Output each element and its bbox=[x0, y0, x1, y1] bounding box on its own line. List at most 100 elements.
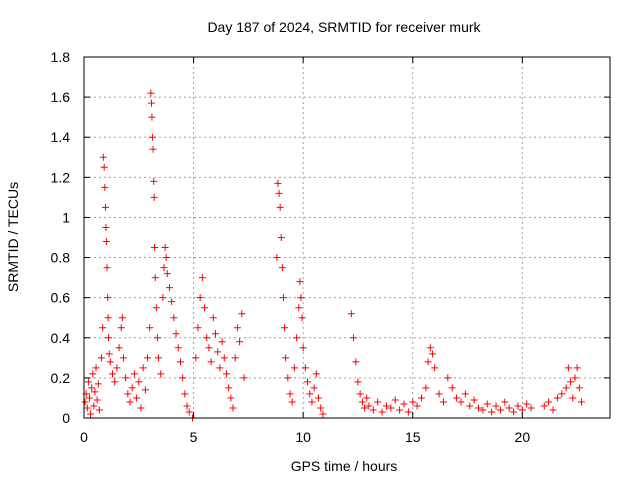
data-point bbox=[155, 354, 163, 362]
data-point bbox=[172, 330, 180, 338]
data-point bbox=[298, 314, 306, 322]
data-point bbox=[122, 374, 130, 382]
data-point bbox=[201, 304, 209, 312]
data-point bbox=[89, 370, 97, 378]
data-point bbox=[119, 354, 127, 362]
data-point bbox=[91, 388, 99, 396]
data-point bbox=[148, 113, 156, 121]
data-point bbox=[104, 294, 112, 302]
data-point bbox=[352, 358, 360, 366]
chart-title: Day 187 of 2024, SRMTID for receiver mur… bbox=[207, 19, 481, 35]
data-point bbox=[297, 294, 305, 302]
data-point bbox=[105, 350, 113, 358]
data-point bbox=[549, 406, 557, 414]
data-point bbox=[144, 354, 152, 362]
data-point bbox=[205, 344, 213, 352]
x-axis-label: GPS time / hours bbox=[291, 458, 398, 474]
data-point bbox=[387, 404, 395, 412]
data-point bbox=[317, 404, 325, 412]
data-point bbox=[564, 364, 572, 372]
data-point bbox=[159, 294, 167, 302]
data-point bbox=[103, 264, 111, 272]
data-point bbox=[99, 153, 107, 161]
data-point bbox=[306, 390, 314, 398]
data-point bbox=[361, 404, 369, 412]
data-point bbox=[319, 410, 327, 418]
data-point bbox=[220, 354, 228, 362]
data-point bbox=[400, 400, 408, 408]
data-point bbox=[152, 304, 160, 312]
data-point bbox=[115, 344, 123, 352]
data-point bbox=[461, 390, 469, 398]
data-point bbox=[424, 358, 432, 366]
data-point bbox=[87, 410, 95, 418]
data-point bbox=[106, 358, 114, 366]
y-tick-label: 0 bbox=[62, 410, 70, 426]
data-point bbox=[301, 364, 309, 372]
data-point bbox=[157, 370, 165, 378]
data-point bbox=[347, 310, 355, 318]
data-point bbox=[358, 398, 366, 406]
data-point bbox=[277, 234, 285, 241]
data-point bbox=[466, 402, 474, 410]
data-point bbox=[290, 364, 298, 372]
data-point bbox=[146, 324, 154, 332]
data-point bbox=[279, 294, 287, 302]
data-point bbox=[104, 314, 112, 322]
data-point bbox=[470, 396, 478, 404]
data-point bbox=[396, 406, 404, 414]
data-point bbox=[98, 354, 106, 362]
data-point bbox=[183, 402, 191, 410]
data-point bbox=[179, 374, 187, 382]
data-point bbox=[363, 394, 371, 402]
data-point bbox=[81, 398, 89, 406]
data-point bbox=[310, 384, 318, 392]
data-point bbox=[448, 384, 456, 392]
data-point bbox=[571, 374, 579, 382]
y-tick-label: 0.8 bbox=[51, 250, 71, 266]
data-point bbox=[475, 404, 482, 412]
data-point bbox=[133, 394, 141, 402]
data-point bbox=[479, 406, 487, 414]
data-point bbox=[92, 364, 100, 372]
data-point bbox=[278, 264, 286, 272]
data-point bbox=[185, 408, 193, 416]
data-point bbox=[404, 408, 412, 416]
data-point bbox=[194, 324, 202, 332]
y-tick-label: 0.2 bbox=[51, 370, 71, 386]
data-point bbox=[275, 189, 283, 197]
data-point bbox=[540, 402, 548, 410]
data-point bbox=[545, 398, 553, 406]
plot-frame bbox=[83, 56, 611, 419]
data-point bbox=[558, 390, 566, 398]
data-point bbox=[170, 314, 178, 322]
data-point bbox=[192, 354, 200, 362]
data-point bbox=[274, 179, 282, 187]
data-point bbox=[527, 404, 535, 412]
data-point bbox=[575, 384, 583, 392]
data-point bbox=[160, 264, 168, 272]
data-point bbox=[225, 384, 233, 392]
data-point bbox=[496, 406, 504, 414]
data-point bbox=[150, 177, 158, 185]
data-point bbox=[117, 324, 125, 332]
data-point bbox=[88, 384, 96, 392]
data-point bbox=[422, 384, 430, 392]
data-point bbox=[299, 344, 307, 352]
data-point bbox=[135, 378, 143, 386]
data-point bbox=[293, 334, 301, 342]
data-point bbox=[428, 350, 436, 358]
data-point bbox=[231, 354, 239, 362]
data-point bbox=[207, 358, 215, 366]
data-point bbox=[523, 400, 531, 408]
data-point bbox=[102, 238, 110, 246]
data-point bbox=[273, 254, 281, 262]
data-point bbox=[165, 284, 173, 292]
data-point bbox=[439, 398, 447, 406]
data-point bbox=[216, 364, 224, 372]
data-point bbox=[238, 310, 246, 318]
data-point bbox=[236, 338, 244, 346]
data-point bbox=[105, 334, 113, 342]
data-point bbox=[431, 364, 439, 372]
